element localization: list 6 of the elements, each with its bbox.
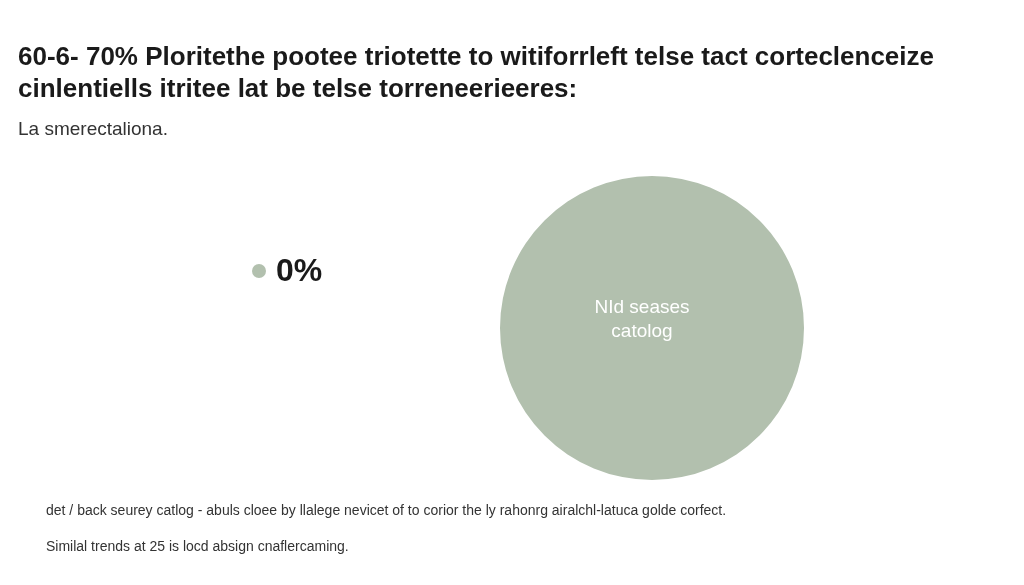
text: La smerectaliona. [18,118,168,140]
text: 0% [276,252,323,289]
text: det / back seurey catlog - abuls cloee by llalege nevicet of to corior the ly rahonrg airalchl-latuca golde corfect. [46,502,727,518]
slice-label: NId seases catolog [594,296,690,342]
text: Similal trends at 25 is locd absign cnaflercaming. [46,538,349,554]
chart-title: 60-6- 70% Ploritethe pootee triotette to witiforrleft telse tact corteclenceize cinlentiells itritee lat be telse torreneerieeres: [18,40,935,104]
